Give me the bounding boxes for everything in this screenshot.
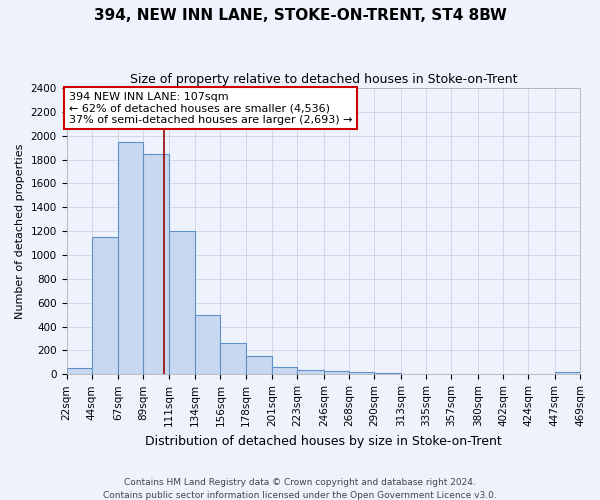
Bar bbox=[220, 344, 246, 374]
Bar bbox=[298, 370, 324, 374]
Bar bbox=[195, 314, 220, 374]
Bar bbox=[324, 370, 349, 374]
Y-axis label: Number of detached properties: Number of detached properties bbox=[15, 144, 25, 319]
Bar bbox=[246, 356, 272, 374]
Bar bbox=[272, 367, 298, 374]
Text: 394 NEW INN LANE: 107sqm
← 62% of detached houses are smaller (4,536)
37% of sem: 394 NEW INN LANE: 107sqm ← 62% of detach… bbox=[69, 92, 352, 125]
X-axis label: Distribution of detached houses by size in Stoke-on-Trent: Distribution of detached houses by size … bbox=[145, 434, 502, 448]
Bar bbox=[92, 237, 118, 374]
Bar bbox=[555, 372, 580, 374]
Text: Contains HM Land Registry data © Crown copyright and database right 2024.
Contai: Contains HM Land Registry data © Crown c… bbox=[103, 478, 497, 500]
Bar bbox=[143, 154, 169, 374]
Bar bbox=[67, 368, 92, 374]
Text: 394, NEW INN LANE, STOKE-ON-TRENT, ST4 8BW: 394, NEW INN LANE, STOKE-ON-TRENT, ST4 8… bbox=[94, 8, 506, 22]
Bar bbox=[349, 372, 374, 374]
Bar bbox=[118, 142, 143, 374]
Title: Size of property relative to detached houses in Stoke-on-Trent: Size of property relative to detached ho… bbox=[130, 72, 517, 86]
Bar bbox=[169, 231, 195, 374]
